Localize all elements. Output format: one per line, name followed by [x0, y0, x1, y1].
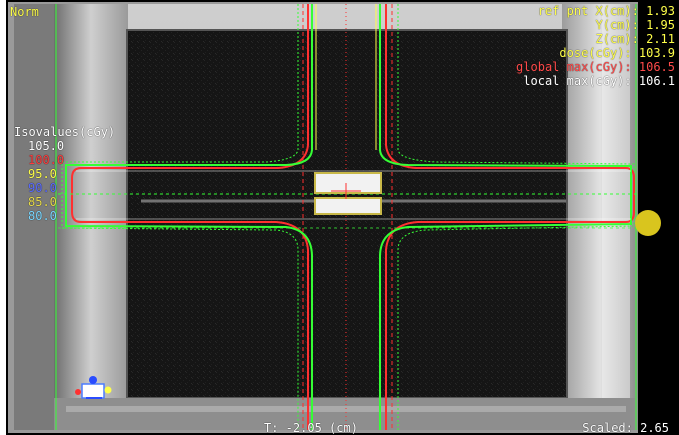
ref-x-row: ref pnt X(cm): 1.93 — [516, 4, 675, 18]
dose-value: 103.9 — [638, 46, 675, 60]
reference-point-readout: ref pnt X(cm): 1.93 Y(cm): 1.95 Z(cm): 2… — [516, 4, 675, 88]
ref-x-value: 1.93 — [646, 4, 675, 18]
dose-row: dose(cGy): 103.9 — [516, 46, 675, 60]
local-max-row: local max(cGy): 106.1 — [516, 74, 675, 88]
isodose-level-105[interactable]: 105.0 — [28, 139, 65, 153]
ref-y-label: Y(cm): — [595, 18, 639, 32]
global-max-value: 106.5 — [638, 60, 675, 74]
isodose-legend: Isovalues(cGy) 105.0 100.0 95.0 90.0 85.… — [14, 125, 115, 223]
reference-point-marker-icon[interactable] — [635, 210, 661, 236]
dose-label: dose(cGy): — [559, 46, 632, 60]
isodose-level-95[interactable]: 95.0 — [28, 167, 57, 181]
isodose-level-85[interactable]: 85.0 — [28, 195, 57, 209]
global-max-row: global max(cGy): 106.5 — [516, 60, 675, 74]
slice-position-label: T: -2.05 (cm) — [264, 421, 358, 435]
scale-label: Scaled: 2.65 — [582, 421, 669, 435]
isodose-level-100[interactable]: 100.0 — [28, 153, 65, 167]
ref-y-value: 1.95 — [646, 18, 675, 32]
norm-label: Norm — [10, 5, 39, 19]
ref-z-value: 2.11 — [646, 32, 675, 46]
ref-z-label: Z(cm): — [595, 32, 639, 46]
orientation-cube-icon[interactable] — [72, 372, 116, 406]
local-max-label: local max(cGy): — [523, 74, 632, 88]
ref-y-row: Y(cm): 1.95 — [516, 18, 676, 32]
local-max-value: 106.1 — [638, 74, 675, 88]
isodose-level-90[interactable]: 90.0 — [28, 181, 57, 195]
isodose-legend-title: Isovalues(cGy) — [14, 125, 116, 139]
isodose-level-80[interactable]: 80.0 — [28, 209, 57, 223]
ref-x-label: ref pnt X(cm): — [537, 4, 639, 18]
global-max-label: global max(cGy): — [516, 60, 632, 74]
dose-view-viewport[interactable]: Norm ref pnt X(cm): 1.93 Y(cm): 1.95 Z(c… — [6, 0, 679, 435]
ref-z-row: Z(cm): 2.11 — [516, 32, 676, 46]
dose-distribution-image[interactable] — [6, 0, 679, 435]
